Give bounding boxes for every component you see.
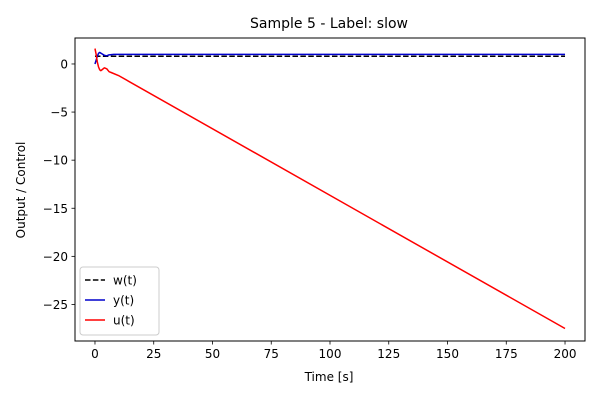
chart-title: Sample 5 - Label: slow (250, 16, 408, 32)
legend-label-0: w(t) (113, 274, 137, 288)
x-tick-label: 100 (319, 347, 342, 361)
series-layer (94, 48, 566, 330)
x-tick-label: 175 (495, 347, 518, 361)
x-tick-label: 0 (91, 347, 99, 361)
y-tick-label: 0 (60, 57, 68, 71)
x-axis: 0 25 50 75 100 125 150 175 200 (91, 341, 576, 361)
x-tick-label: 75 (264, 347, 279, 361)
x-axis-label: Time [s] (304, 370, 354, 384)
y-tick-label: −15 (43, 202, 68, 216)
y-axis: 0 −5 −10 −15 −20 −25 (43, 57, 75, 312)
legend: w(t) y(t) u(t) (79, 266, 160, 336)
y-tick-label: −10 (43, 154, 68, 168)
x-tick-label: 125 (377, 347, 400, 361)
series-line-2 (94, 48, 566, 330)
legend-label-1: y(t) (113, 294, 134, 308)
plot-area (75, 38, 585, 341)
y-tick-label: −20 (43, 250, 68, 264)
series-line-1 (94, 51, 566, 65)
x-tick-label: 25 (146, 347, 161, 361)
x-tick-label: 150 (436, 347, 459, 361)
legend-label-2: u(t) (113, 314, 135, 328)
y-tick-label: −25 (43, 298, 68, 312)
legend-box (79, 266, 160, 336)
y-tick-label: −5 (50, 106, 68, 120)
y-axis-label: Output / Control (14, 142, 28, 239)
x-tick-label: 50 (205, 347, 220, 361)
x-tick-label: 200 (554, 347, 577, 361)
